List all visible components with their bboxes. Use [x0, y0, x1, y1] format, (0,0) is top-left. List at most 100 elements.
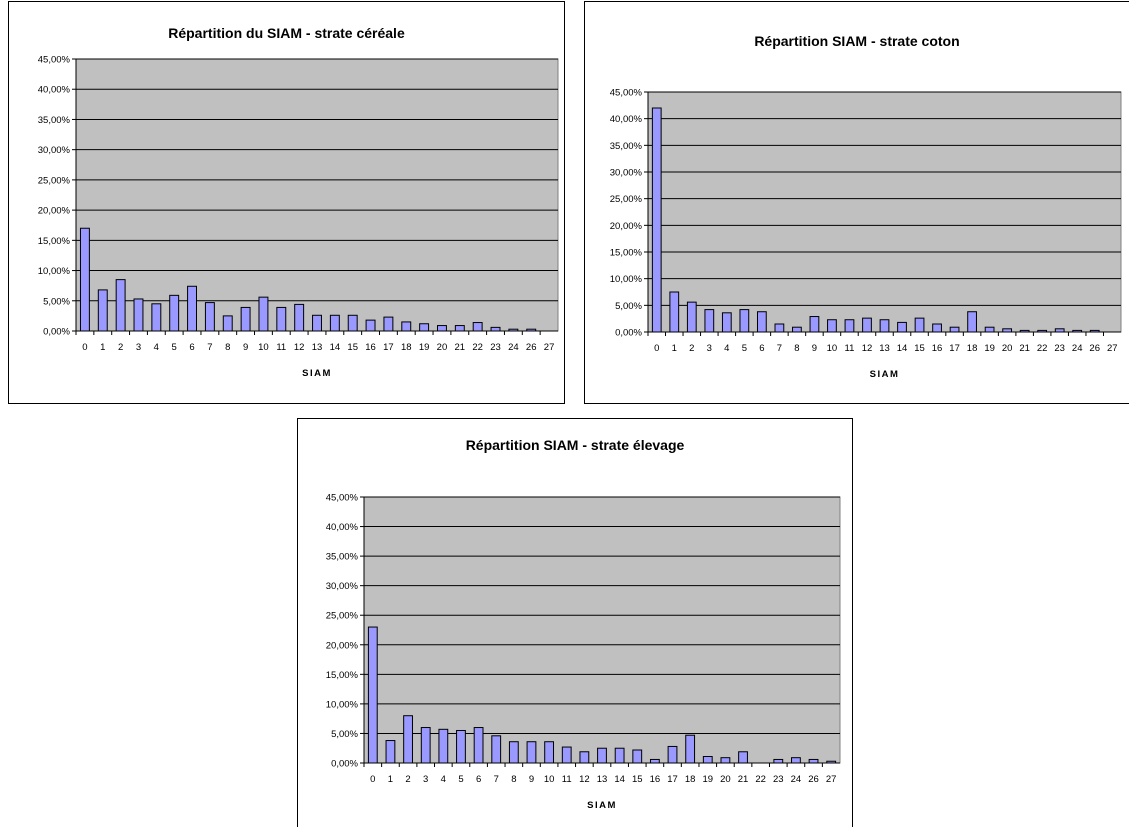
bar	[419, 323, 430, 332]
x-tick-label: 5	[172, 342, 177, 353]
bar	[329, 314, 340, 332]
bar	[472, 322, 483, 332]
x-tick-label: 10	[827, 343, 838, 354]
bar	[222, 315, 233, 332]
x-tick-label: 19	[702, 774, 713, 785]
bar	[756, 311, 767, 333]
x-tick-label: 17	[949, 343, 960, 354]
x-tick-label: 7	[494, 774, 499, 785]
chart-title: Répartition SIAM - strate élevage	[465, 437, 685, 453]
x-tick-label: 0	[654, 343, 659, 354]
x-tick-label: 21	[455, 342, 466, 353]
x-tick-label: 1	[388, 774, 393, 785]
bar	[669, 291, 680, 333]
x-tick-label: 17	[667, 774, 678, 785]
bar	[508, 741, 519, 764]
y-tick-label: 5,00%	[615, 301, 642, 312]
bar	[401, 321, 412, 332]
x-tick-label: 2	[405, 774, 410, 785]
y-tick-label: 35,00%	[326, 552, 359, 563]
x-tick-label: 20	[720, 774, 731, 785]
bar	[773, 758, 784, 764]
bar	[791, 757, 801, 764]
x-tick-label: 9	[812, 343, 817, 354]
bar	[403, 715, 413, 764]
x-axis-title: SIAM	[587, 800, 617, 811]
x-tick-label: 10	[258, 342, 269, 353]
bar	[491, 735, 502, 764]
bar	[490, 326, 501, 332]
x-tick-label: 5	[458, 774, 463, 785]
bar	[721, 312, 732, 333]
x-tick-label: 21	[1019, 343, 1030, 354]
x-tick-label: 24	[791, 774, 802, 785]
x-tick-label: 3	[423, 774, 428, 785]
bar	[649, 758, 660, 764]
bar	[1019, 329, 1030, 333]
x-tick-label: 14	[614, 774, 625, 785]
bar	[437, 325, 447, 332]
bar	[97, 289, 108, 332]
y-tick-label: 45,00%	[610, 88, 643, 99]
x-tick-label: 26	[526, 342, 537, 353]
x-tick-label: 27	[544, 342, 555, 353]
x-tick-label: 22	[1037, 343, 1048, 354]
x-tick-label: 16	[365, 342, 376, 353]
x-tick-label: 27	[1107, 343, 1118, 354]
bar	[383, 316, 394, 332]
bar	[115, 279, 126, 332]
chart-title: Répartition du SIAM - strate céréale	[168, 25, 405, 41]
y-tick-label: 5,00%	[43, 296, 70, 307]
x-axis-title: SIAM	[302, 368, 332, 379]
bar	[544, 741, 555, 764]
x-tick-label: 11	[276, 342, 286, 353]
chart-coton: Répartition SIAM - strate coton 0,00% 5,0…	[584, 1, 1129, 404]
x-tick-label: 15	[632, 774, 643, 785]
x-tick-label: 13	[597, 774, 608, 785]
bar	[827, 319, 837, 333]
bar	[454, 325, 465, 332]
y-tick-label: 0,00%	[615, 328, 642, 339]
x-tick-label: 12	[579, 774, 590, 785]
bar	[862, 317, 872, 333]
x-tick-label: 15	[347, 342, 358, 353]
chart-plot: 0,00% 5,00% 10,00% 15,00% 20,00% 25,00% 30,00%…	[610, 88, 1122, 380]
chart-plot: 0,00% 5,00% 10,00% 15,00% 20,00% 25,00% 30,00%…	[38, 55, 559, 379]
y-tick-label: 20,00%	[38, 206, 71, 217]
y-tick-label: 15,00%	[610, 248, 643, 259]
x-tick-label: 11	[562, 774, 572, 785]
x-tick-label: 18	[967, 343, 978, 354]
x-tick-label: 14	[897, 343, 908, 354]
x-tick-label: 3	[707, 343, 712, 354]
bar	[774, 323, 785, 333]
chart-plot: 0,00% 5,00% 10,00% 15,00% 20,00% 25,00% 30,00%…	[326, 493, 841, 811]
x-tick-label: 7	[207, 342, 212, 353]
x-tick-label: 0	[82, 342, 87, 353]
bar	[1002, 328, 1013, 333]
bar	[526, 741, 537, 764]
x-tick-label: 2	[689, 343, 694, 354]
y-tick-label: 40,00%	[326, 522, 359, 533]
bar	[914, 317, 925, 333]
bar	[456, 729, 466, 764]
y-tick-label: 20,00%	[610, 221, 643, 232]
plot-area	[75, 58, 559, 332]
x-tick-label: 22	[472, 342, 483, 353]
bar	[738, 751, 748, 764]
bar	[597, 747, 607, 764]
bar	[258, 296, 269, 332]
bar	[632, 749, 643, 764]
bar	[561, 746, 572, 764]
x-tick-label: 6	[189, 342, 194, 353]
chart-cereale: Répartition du SIAM - strate céréale 0,0…	[8, 1, 565, 404]
x-tick-label: 8	[794, 343, 799, 354]
bar	[79, 227, 90, 332]
bar	[367, 626, 378, 764]
bar	[932, 323, 942, 333]
bar	[984, 326, 995, 333]
y-tick-label: 30,00%	[326, 581, 359, 592]
x-tick-label: 15	[914, 343, 925, 354]
bar	[438, 728, 449, 764]
bar	[1089, 329, 1100, 333]
x-tick-label: 12	[294, 342, 305, 353]
